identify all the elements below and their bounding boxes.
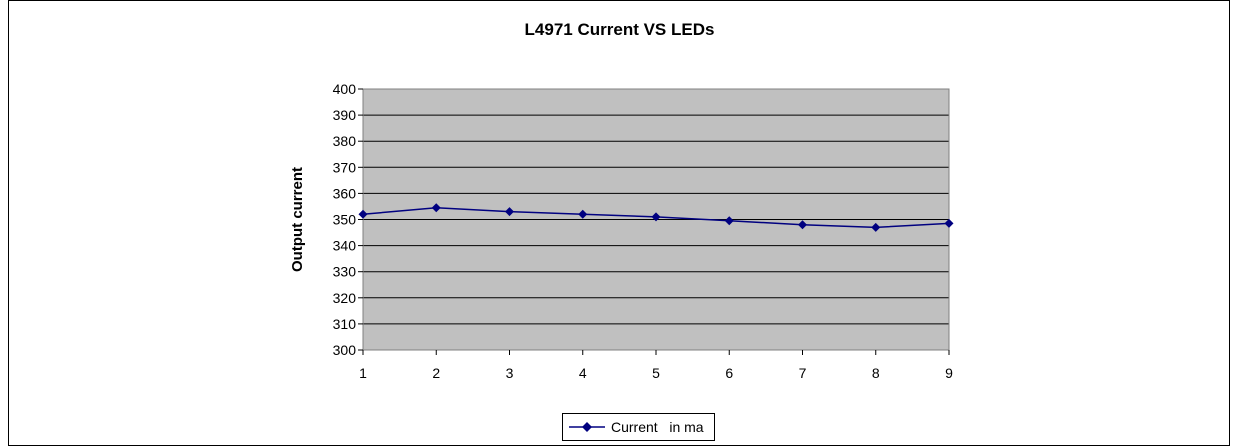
- x-tick-label: 3: [506, 365, 514, 381]
- data-point: [944, 218, 954, 228]
- x-axis-ticks: 1 2 3 4 5 6 7 8 9: [359, 350, 953, 381]
- x-tick-label: 5: [652, 365, 660, 381]
- x-tick-label: 8: [872, 365, 880, 381]
- x-tick-label: 2: [432, 365, 440, 381]
- y-axis-label: Output current: [289, 167, 306, 272]
- data-point: [505, 207, 514, 217]
- y-tick-label: 360: [333, 185, 357, 201]
- y-tick-label: 400: [333, 81, 357, 97]
- gridlines: [363, 88, 949, 351]
- y-tick-label: 340: [333, 238, 357, 254]
- data-point: [724, 216, 734, 226]
- y-tick-label: 310: [333, 316, 357, 332]
- data-point: [798, 220, 807, 230]
- y-tick-label: 320: [333, 290, 357, 306]
- y-tick-label: 350: [333, 212, 357, 228]
- y-axis-ticks: 300 310 320 330 340 350 360 370 380 390 400: [333, 81, 363, 358]
- data-point: [578, 209, 588, 219]
- x-tick-label: 1: [359, 365, 367, 381]
- x-tick-label: 6: [725, 365, 733, 381]
- x-tick-label: 4: [579, 365, 587, 381]
- y-tick-label: 330: [333, 264, 357, 280]
- legend-label: Current in ma: [611, 419, 704, 435]
- data-point: [358, 209, 368, 219]
- x-tick-label: 7: [799, 365, 807, 381]
- chart-title: L4971 Current VS LEDs: [524, 20, 715, 39]
- y-tick-label: 380: [333, 133, 357, 149]
- x-tick-label: 9: [945, 365, 953, 381]
- data-point: [871, 222, 881, 232]
- data-point: [651, 212, 661, 222]
- series-layer: [358, 203, 954, 232]
- y-tick-label: 300: [333, 342, 357, 358]
- legend-marker-icon: [569, 422, 605, 432]
- data-point: [431, 203, 441, 213]
- y-tick-label: 370: [333, 159, 357, 175]
- legend: Current in ma: [562, 413, 715, 441]
- y-tick-label: 390: [333, 107, 357, 123]
